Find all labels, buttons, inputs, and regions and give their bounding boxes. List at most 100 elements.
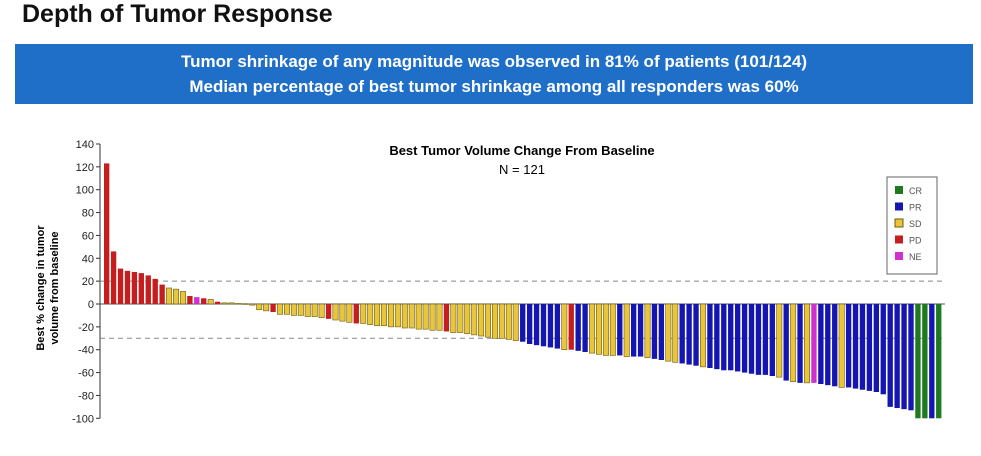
bar-pd <box>568 304 574 350</box>
bar-pr <box>582 304 588 353</box>
bar-sd <box>256 303 263 311</box>
bar-pd <box>353 304 359 324</box>
banner-line-1: Tumor shrinkage of any magnitude was obs… <box>180 52 808 71</box>
bar-sd <box>166 287 173 305</box>
y-tick-label: -80 <box>78 390 94 402</box>
bar-sd <box>381 303 387 327</box>
bar-sd <box>471 303 478 336</box>
bar-pd <box>145 275 151 304</box>
bar-sd <box>512 303 519 341</box>
bar-pr <box>526 304 533 345</box>
y-axis-label-2: volume from baseline <box>49 231 61 344</box>
bar-pr <box>734 304 741 372</box>
bar-sd <box>623 303 630 357</box>
bar-sd <box>367 303 374 325</box>
bar-pr <box>852 304 859 389</box>
bar-pd <box>187 295 193 304</box>
bar-sd <box>290 303 297 316</box>
bar-pd <box>138 273 145 304</box>
bar-pr <box>637 304 644 357</box>
bar-sd <box>665 303 672 362</box>
bar-pr <box>658 304 665 361</box>
bar-pr <box>783 304 789 381</box>
bar-pd <box>270 304 276 313</box>
y-tick-label: 60 <box>82 230 94 242</box>
bar-pr <box>797 304 803 383</box>
bar-sd <box>339 303 346 322</box>
bar-pr <box>651 304 658 359</box>
summary-banner: Tumor shrinkage of any magnitude was obs… <box>15 44 973 104</box>
legend-label-ne: NE <box>909 252 922 262</box>
bar-sd <box>401 303 408 329</box>
bar-sd <box>436 303 443 331</box>
bar-pr <box>554 304 561 349</box>
bar-pd <box>201 298 207 304</box>
legend-label-sd: SD <box>909 219 922 229</box>
page-title: Depth of Tumor Response <box>22 0 333 28</box>
bar-pr <box>901 304 907 410</box>
chart-title: Best Tumor Volume Change From Baseline <box>389 143 654 158</box>
bar-pd <box>124 270 131 304</box>
bar-pr <box>520 304 526 342</box>
bar-pr <box>533 304 540 346</box>
y-tick-label: 40 <box>82 253 94 265</box>
bar-pr <box>859 304 866 390</box>
bar-sd <box>283 303 290 315</box>
bar-sd <box>235 303 242 305</box>
bar-sd <box>589 303 596 354</box>
bar-pr <box>721 304 727 371</box>
bar-pr <box>693 304 699 366</box>
bar-sd <box>804 303 810 384</box>
banner-line-2: Median percentage of best tumor shrinkag… <box>189 77 799 96</box>
bar-sd <box>408 303 415 329</box>
bar-sd <box>790 303 797 383</box>
bar-pr <box>714 304 720 370</box>
y-tick-label: -40 <box>78 345 94 357</box>
bar-sd <box>700 303 706 368</box>
bar-pr <box>845 304 852 388</box>
bar-sd <box>838 303 845 388</box>
legend-swatch-pd <box>895 235 903 244</box>
bar-pr <box>540 304 547 347</box>
legend-label-cr: CR <box>909 186 922 196</box>
bar-sd <box>332 303 339 321</box>
bar-sd <box>360 303 367 324</box>
bar-pr <box>873 304 879 393</box>
bar-sd <box>318 303 325 319</box>
bar-sd <box>394 303 401 328</box>
bar-pr <box>818 304 824 385</box>
bar-cr <box>922 304 928 419</box>
bar-pr <box>908 304 914 411</box>
bar-sd <box>311 303 318 317</box>
bar-ne <box>811 304 817 383</box>
bar-pd <box>443 304 450 332</box>
bar-sd <box>221 302 228 305</box>
bar-sd <box>485 303 491 338</box>
bar-sd <box>387 303 394 328</box>
bar-pr <box>741 304 748 373</box>
bar-sd <box>478 303 485 337</box>
bar-pd <box>110 251 117 304</box>
bar-sd <box>422 303 429 330</box>
bar-sd <box>561 303 568 351</box>
bar-sd <box>242 303 249 305</box>
bar-sd <box>304 303 311 317</box>
bar-pr <box>630 304 637 357</box>
bar-pr <box>880 304 886 395</box>
bar-pr <box>894 304 900 409</box>
bar-pr <box>929 304 935 419</box>
bar-pr <box>547 304 554 348</box>
bar-sd <box>374 303 381 327</box>
bar-pd <box>159 284 165 304</box>
legend-label-pr: PR <box>909 203 922 213</box>
bar-pr <box>575 304 581 351</box>
bar-sd <box>415 303 422 330</box>
bar-sd <box>249 303 256 306</box>
bar-pr <box>866 304 873 391</box>
bar-pr <box>825 304 831 386</box>
bar-sd <box>464 303 471 335</box>
y-axis-label-1: Best % change in tumor <box>35 225 47 351</box>
legend: CR PR SD PD NE <box>886 176 938 275</box>
bar-ne <box>194 297 200 304</box>
